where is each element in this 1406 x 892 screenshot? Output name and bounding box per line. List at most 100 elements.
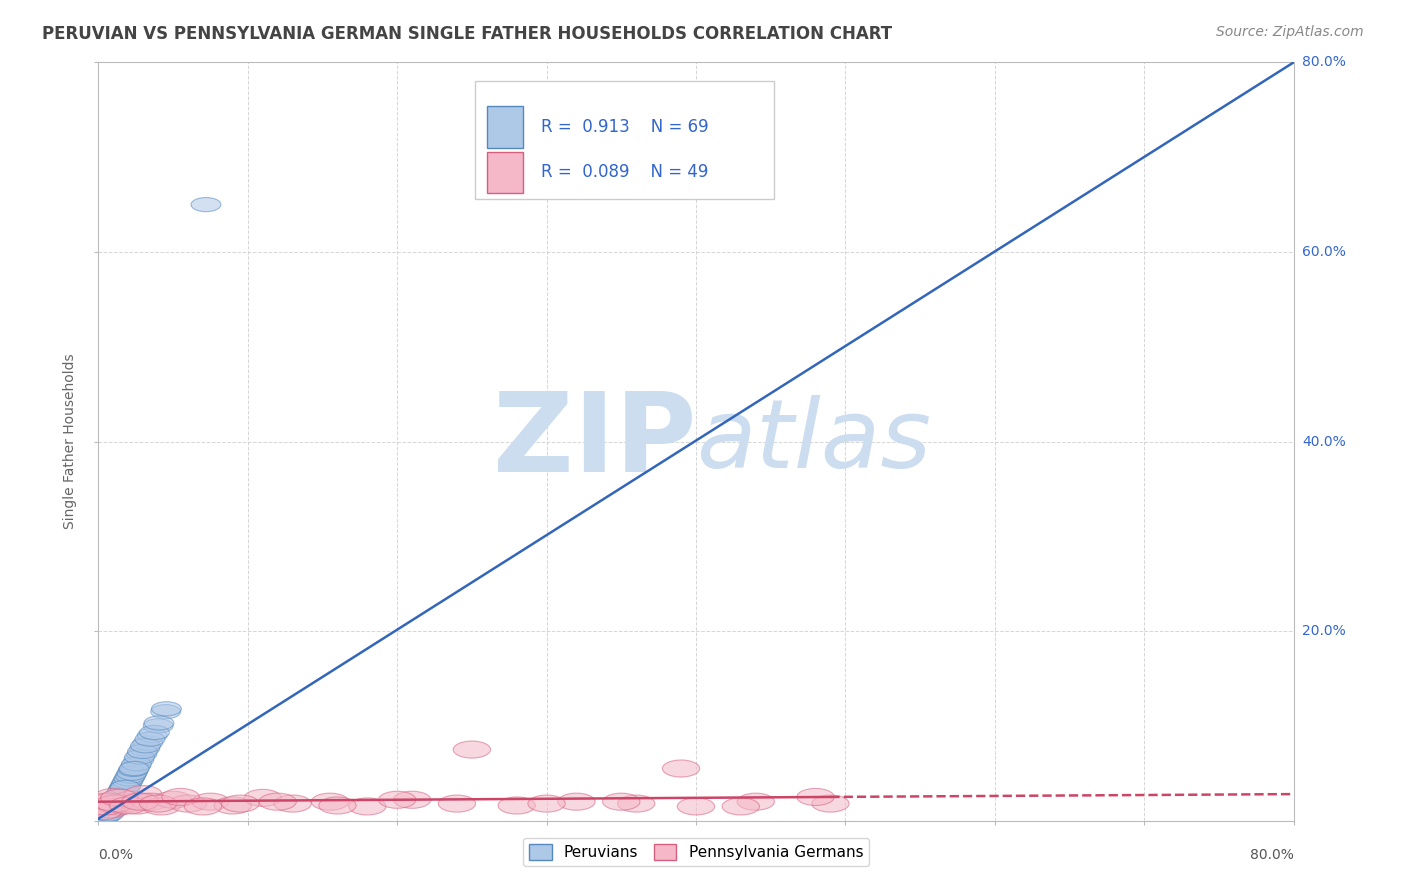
Ellipse shape — [127, 747, 156, 762]
Ellipse shape — [124, 753, 153, 767]
Ellipse shape — [104, 791, 134, 805]
Ellipse shape — [103, 794, 132, 808]
Ellipse shape — [121, 756, 152, 771]
Text: 0.0%: 0.0% — [98, 848, 134, 863]
Ellipse shape — [100, 798, 136, 815]
Ellipse shape — [723, 798, 759, 815]
Ellipse shape — [101, 789, 138, 806]
Ellipse shape — [90, 808, 120, 822]
Ellipse shape — [311, 793, 349, 810]
Ellipse shape — [378, 791, 416, 808]
Ellipse shape — [110, 780, 139, 795]
Ellipse shape — [83, 798, 120, 815]
Ellipse shape — [84, 812, 115, 826]
Ellipse shape — [111, 779, 141, 793]
Ellipse shape — [91, 807, 121, 822]
Ellipse shape — [90, 809, 120, 823]
Ellipse shape — [91, 809, 121, 823]
Ellipse shape — [132, 793, 169, 810]
Text: PERUVIAN VS PENNSYLVANIA GERMAN SINGLE FATHER HOUSEHOLDS CORRELATION CHART: PERUVIAN VS PENNSYLVANIA GERMAN SINGLE F… — [42, 25, 893, 43]
Ellipse shape — [97, 800, 127, 814]
Text: R =  0.913    N = 69: R = 0.913 N = 69 — [541, 118, 709, 136]
Ellipse shape — [439, 795, 475, 812]
Ellipse shape — [121, 793, 159, 810]
Text: 80.0%: 80.0% — [1250, 848, 1294, 863]
Ellipse shape — [125, 786, 162, 803]
Ellipse shape — [558, 793, 595, 810]
Ellipse shape — [222, 795, 259, 812]
Ellipse shape — [125, 750, 155, 764]
Y-axis label: Single Father Households: Single Father Households — [62, 354, 76, 529]
Ellipse shape — [89, 810, 118, 824]
Ellipse shape — [93, 805, 124, 820]
Ellipse shape — [169, 795, 207, 812]
Ellipse shape — [101, 795, 131, 809]
Ellipse shape — [86, 811, 115, 825]
Ellipse shape — [138, 728, 167, 742]
Ellipse shape — [115, 769, 145, 783]
Ellipse shape — [811, 795, 849, 812]
Ellipse shape — [162, 789, 200, 805]
Ellipse shape — [87, 798, 125, 815]
Ellipse shape — [132, 736, 163, 750]
Ellipse shape — [90, 793, 128, 810]
Ellipse shape — [87, 811, 117, 825]
Ellipse shape — [94, 804, 124, 818]
Ellipse shape — [118, 763, 149, 777]
Ellipse shape — [114, 772, 143, 786]
Ellipse shape — [139, 795, 177, 812]
Ellipse shape — [111, 780, 141, 795]
Ellipse shape — [603, 793, 640, 810]
Ellipse shape — [89, 809, 118, 823]
Ellipse shape — [96, 802, 127, 816]
Ellipse shape — [191, 197, 221, 211]
Ellipse shape — [150, 705, 180, 719]
Ellipse shape — [110, 797, 148, 814]
Ellipse shape — [104, 789, 135, 804]
Ellipse shape — [152, 702, 181, 716]
Ellipse shape — [135, 732, 165, 747]
Ellipse shape — [617, 795, 655, 812]
Ellipse shape — [89, 811, 118, 825]
Ellipse shape — [97, 800, 128, 814]
Ellipse shape — [105, 787, 136, 801]
Ellipse shape — [112, 791, 150, 808]
Ellipse shape — [94, 804, 125, 818]
Ellipse shape — [245, 789, 281, 806]
Ellipse shape — [142, 798, 180, 815]
Ellipse shape — [139, 725, 169, 739]
Ellipse shape — [87, 810, 117, 824]
Ellipse shape — [118, 797, 156, 814]
Ellipse shape — [100, 797, 129, 811]
Ellipse shape — [84, 803, 121, 820]
Ellipse shape — [112, 774, 142, 789]
Ellipse shape — [121, 758, 150, 772]
Ellipse shape — [129, 741, 160, 756]
Ellipse shape — [349, 798, 387, 815]
Text: Source: ZipAtlas.com: Source: ZipAtlas.com — [1216, 25, 1364, 39]
Ellipse shape — [107, 784, 138, 798]
Ellipse shape — [101, 796, 131, 810]
Ellipse shape — [112, 776, 142, 789]
Ellipse shape — [498, 797, 536, 814]
Ellipse shape — [453, 741, 491, 758]
Ellipse shape — [117, 766, 148, 780]
Ellipse shape — [797, 789, 834, 805]
Bar — [475, 81, 773, 199]
Ellipse shape — [120, 762, 149, 776]
Text: 60.0%: 60.0% — [1302, 245, 1346, 259]
Ellipse shape — [94, 789, 132, 805]
Text: 20.0%: 20.0% — [1302, 624, 1346, 638]
Ellipse shape — [678, 798, 714, 815]
Ellipse shape — [96, 795, 134, 812]
Ellipse shape — [117, 767, 146, 781]
Ellipse shape — [131, 739, 160, 753]
Ellipse shape — [96, 802, 125, 816]
Ellipse shape — [662, 760, 700, 777]
Ellipse shape — [319, 797, 356, 814]
Legend: Peruvians, Pennsylvania Germans: Peruvians, Pennsylvania Germans — [523, 838, 869, 866]
Ellipse shape — [737, 793, 775, 810]
Ellipse shape — [191, 793, 229, 810]
Ellipse shape — [143, 716, 174, 731]
Ellipse shape — [101, 795, 131, 809]
